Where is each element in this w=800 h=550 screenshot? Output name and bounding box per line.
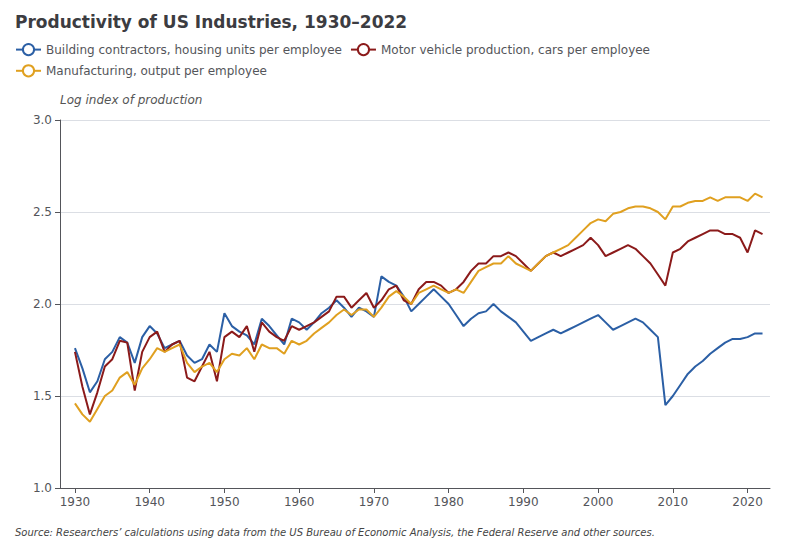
svg-text:Motor vehicle production, cars: Motor vehicle production, cars per emplo… bbox=[381, 43, 650, 57]
svg-text:1930: 1930 bbox=[60, 495, 91, 509]
svg-text:1.5: 1.5 bbox=[33, 389, 52, 403]
svg-text:1960: 1960 bbox=[284, 495, 315, 509]
svg-text:1.0: 1.0 bbox=[33, 481, 52, 495]
svg-text:Productivity of US Industries,: Productivity of US Industries, 1930–2022 bbox=[15, 12, 407, 32]
svg-text:1990: 1990 bbox=[508, 495, 539, 509]
svg-text:Building contractors, housing: Building contractors, housing units per … bbox=[46, 43, 342, 57]
svg-text:Source: Researchers’ calculati: Source: Researchers’ calculations using … bbox=[15, 527, 655, 538]
svg-text:1940: 1940 bbox=[134, 495, 165, 509]
svg-text:2.0: 2.0 bbox=[33, 297, 52, 311]
svg-text:2000: 2000 bbox=[583, 495, 614, 509]
svg-text:3.0: 3.0 bbox=[33, 113, 52, 127]
svg-text:Log index of production: Log index of production bbox=[60, 93, 202, 107]
svg-text:2.5: 2.5 bbox=[33, 205, 52, 219]
svg-text:1970: 1970 bbox=[359, 495, 390, 509]
svg-text:1950: 1950 bbox=[209, 495, 240, 509]
svg-text:1980: 1980 bbox=[433, 495, 464, 509]
svg-text:2010: 2010 bbox=[658, 495, 689, 509]
svg-text:Manufacturing, output per empl: Manufacturing, output per employee bbox=[46, 64, 267, 78]
svg-text:2020: 2020 bbox=[732, 495, 763, 509]
